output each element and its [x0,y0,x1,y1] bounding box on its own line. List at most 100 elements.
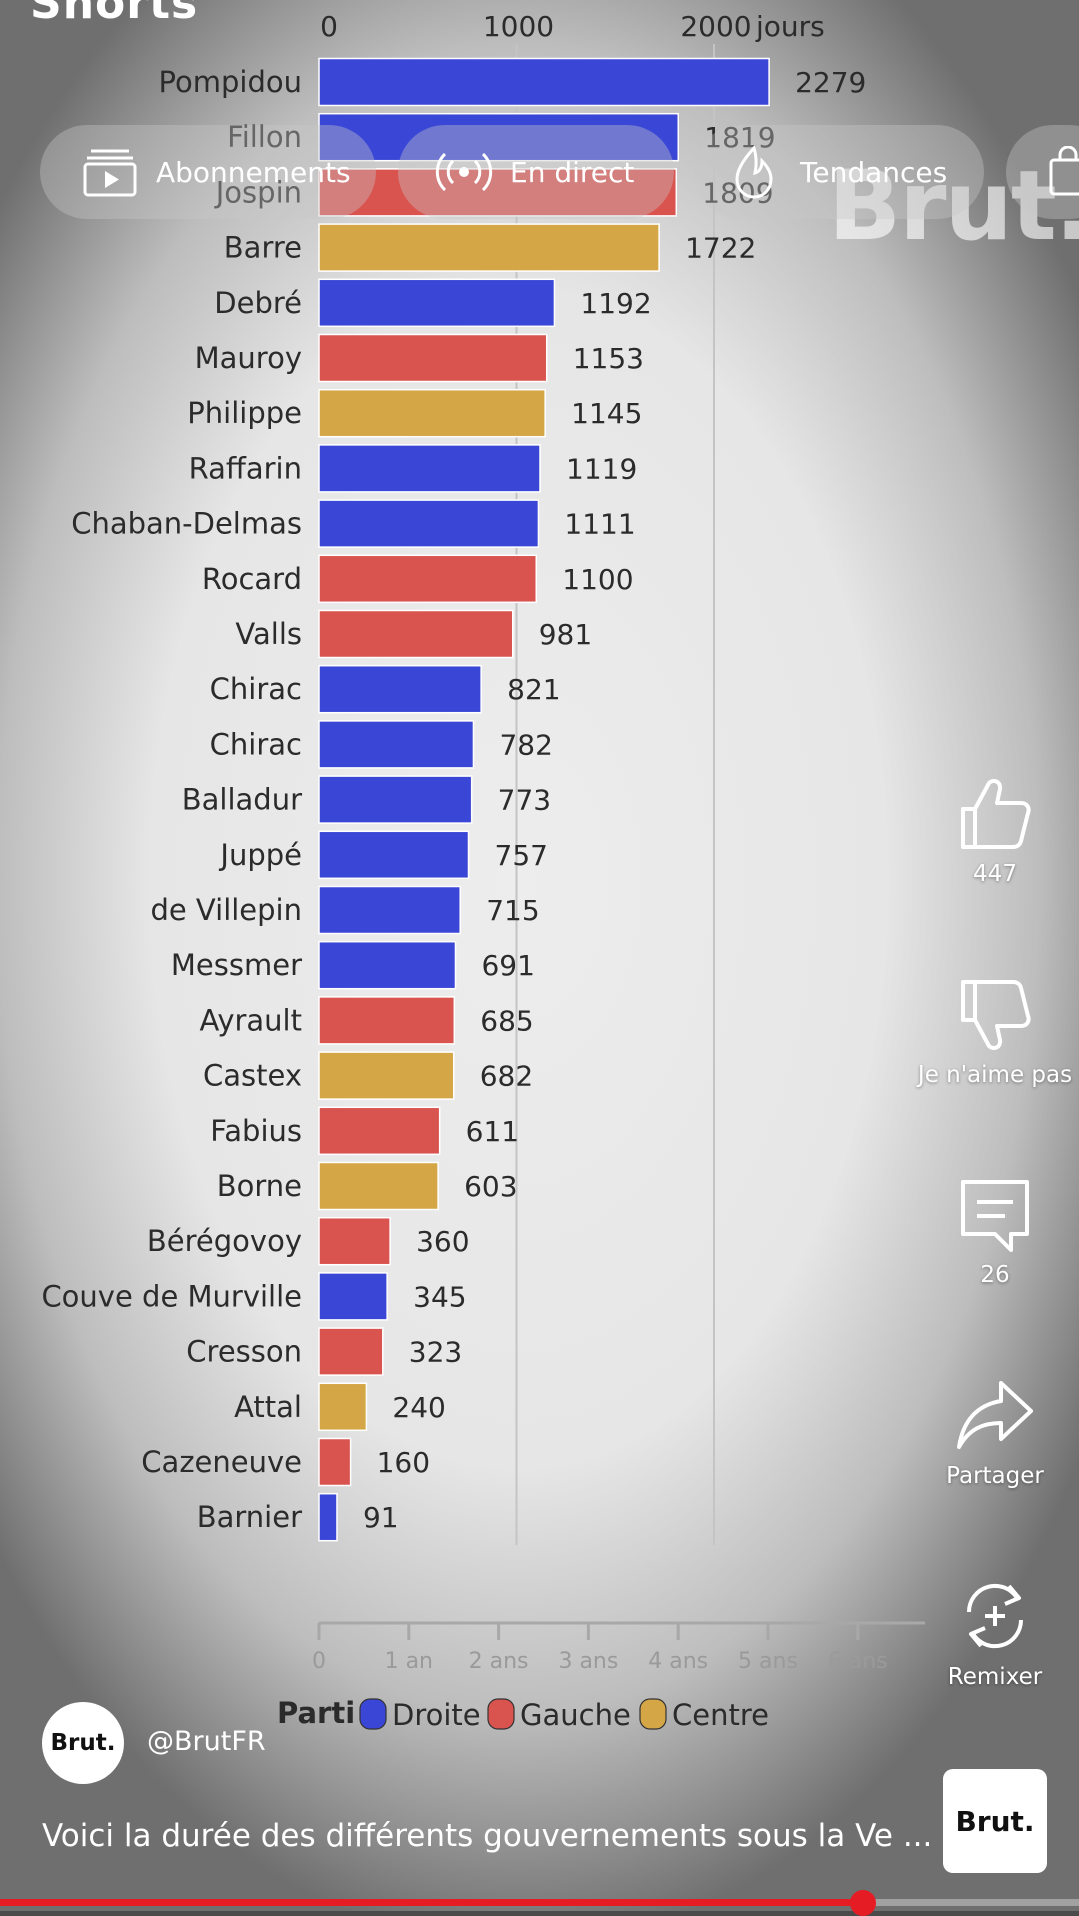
bar [318,57,770,107]
data-label: 685 [480,1004,533,1037]
data-label: 773 [498,784,551,817]
category-label: Mauroy [195,341,302,375]
category-label: Cresson [186,1335,302,1369]
bar [318,388,546,438]
category-label: Chaban-Delmas [71,507,302,541]
channel-avatar[interactable]: Brut. [42,1702,124,1784]
data-label: 360 [416,1225,469,1258]
comments-button[interactable]: 26 [920,1176,1070,1288]
category-label: Chirac [210,672,302,706]
live-icon [434,142,494,202]
data-label: 160 [377,1446,430,1479]
bar [318,1216,391,1266]
bottom-tick-label: 3 ans [558,1649,618,1674]
category-label: Bérégovoy [147,1224,302,1258]
top-tick-label: 1000 [483,10,554,43]
remix-icon [966,1583,1024,1649]
category-label: Ayrault [199,1003,302,1037]
bar [318,1272,388,1321]
bottom-tick-label: 5 ans [738,1649,798,1674]
dislike-button[interactable]: Je n'aime pas [905,976,1079,1088]
data-label: 1145 [571,397,642,430]
data-label: 757 [495,839,548,872]
bar [318,720,475,769]
bar [318,885,461,935]
channel-handle[interactable]: @BrutFR [147,1726,266,1757]
like-button[interactable]: 447 [920,775,1070,887]
bar [318,1437,352,1487]
category-label: Borne [217,1169,302,1203]
progress-scrubber[interactable] [850,1890,877,1916]
category-label: Fabius [210,1114,302,1148]
category-label: Juppé [218,838,302,872]
comment-count: 26 [980,1262,1010,1288]
top-axis-unit: jours [755,10,825,43]
bar [318,1106,441,1156]
chip-label: Tendances [800,155,948,189]
bar [318,223,660,272]
data-label: 1111 [564,508,635,541]
video-caption[interactable]: Voici la durée des différents gouverneme… [42,1818,933,1854]
chip-en-direct[interactable]: En direct [398,125,674,219]
data-label: 1722 [685,232,756,265]
bottom-tick-label: 0 [312,1649,326,1674]
category-label: Rocard [202,562,302,596]
bar [318,1161,439,1211]
data-label: 715 [486,894,539,927]
bottom-tick-label: 4 ans [648,1649,708,1674]
category-label: Attal [234,1390,302,1424]
category-label: Messmer [171,948,302,982]
data-label: 782 [499,728,552,761]
trending-icon [724,142,784,202]
category-label: de Villepin [150,893,302,927]
bar [318,996,456,1045]
share-icon [957,1381,1033,1449]
sound-thumbnail[interactable]: Brut. [943,1769,1047,1873]
chip-more[interactable] [1006,125,1079,219]
category-label: Chirac [210,727,302,761]
comment-icon [961,1180,1029,1252]
data-label: 611 [466,1115,519,1148]
category-label: Fillon [227,120,302,154]
bar [318,112,680,162]
data-label: 682 [480,1060,533,1093]
category-label: Couve de Murville [41,1279,302,1313]
category-label: Barnier [197,1500,302,1534]
legend-swatch [487,1698,515,1730]
chip-label: Abonnements [156,155,351,189]
chip-tendances[interactable]: Tendances [694,125,984,219]
category-label: Castex [203,1059,302,1093]
data-label: 240 [392,1391,445,1424]
data-label: 2279 [795,66,866,99]
remix-button[interactable]: Remixer [920,1576,1070,1690]
bar [318,1051,455,1100]
bar [318,499,540,548]
bar [318,609,514,659]
category-label: Jospin [214,175,302,209]
category-label: Balladur [182,783,302,817]
remix-label: Remixer [947,1664,1043,1690]
data-label: 323 [409,1336,462,1369]
top-tick-label: 2000 [680,10,751,43]
shopping-bag-icon [1048,142,1079,202]
chip-abonnements[interactable]: Abonnements [40,125,376,219]
category-label: Debré [214,286,302,320]
legend-swatch [639,1698,667,1730]
legend-label: Gauche [520,1698,631,1732]
legend-title: Parti [277,1696,355,1730]
subscriptions-icon [80,142,140,202]
data-label: 981 [539,618,592,651]
bar [318,554,537,604]
bar [318,1382,368,1432]
share-button[interactable]: Partager [920,1377,1070,1489]
progress-bar[interactable] [0,1890,1079,1916]
category-label: Raffarin [189,451,302,485]
data-label: 603 [464,1170,517,1203]
bar [318,664,482,714]
bar [318,333,548,383]
share-label: Partager [946,1463,1044,1489]
data-label: 1100 [562,563,633,596]
bar [318,278,556,328]
